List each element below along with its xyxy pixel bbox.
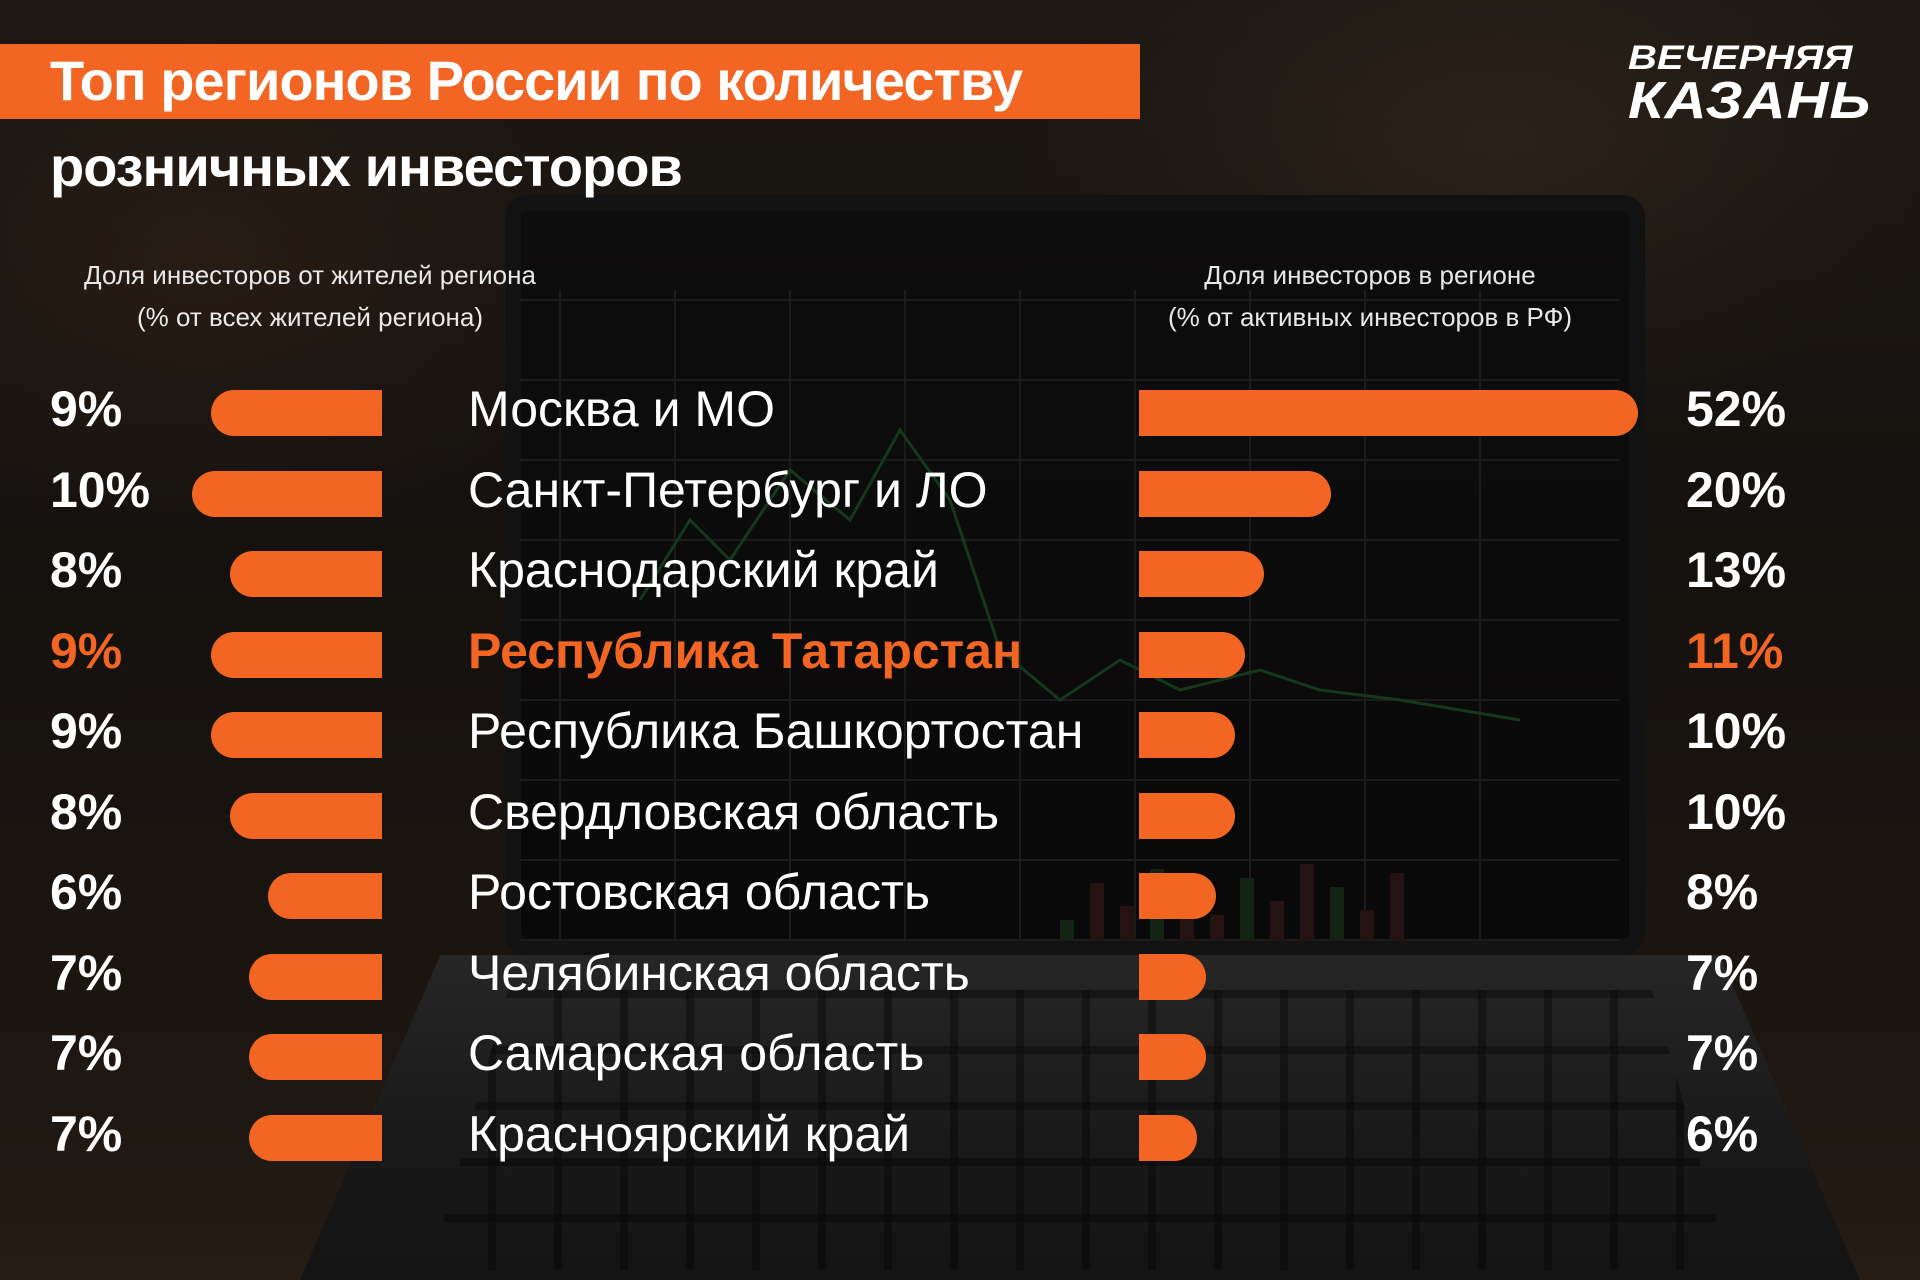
- right-bar: [1139, 551, 1264, 597]
- chart-row: 8% Свердловская область 10%: [0, 771, 1920, 851]
- left-value-label: 9%: [50, 703, 123, 759]
- region-label: Челябинская область: [468, 944, 970, 1001]
- page-title-line2: розничных инвесторов: [50, 135, 683, 198]
- left-bar: [211, 631, 382, 678]
- left-bar: [249, 1114, 382, 1161]
- left-value-label: 8%: [50, 542, 123, 598]
- chart-row: 7% Самарская область 7%: [0, 1012, 1920, 1092]
- left-value-label: 7%: [50, 1025, 123, 1081]
- logo-line1: ВЕЧЕРНЯЯ: [1628, 39, 1853, 77]
- right-header-line1: Доля инвесторов в регионе: [1204, 260, 1536, 290]
- right-value-label: 11%: [1686, 622, 1784, 679]
- region-label: Ростовская область: [468, 864, 930, 920]
- right-value-label: 7%: [1686, 1025, 1759, 1081]
- right-value-label: 8%: [1686, 864, 1759, 920]
- left-bar: [230, 551, 382, 597]
- logo-line2: КАЗАНЬ: [1628, 71, 1872, 130]
- left-value-label: 8%: [50, 783, 123, 840]
- right-value-label: 7%: [1686, 944, 1759, 1001]
- region-label: Самарская область: [468, 1025, 925, 1081]
- right-bar: [1139, 1114, 1197, 1161]
- left-bar: [230, 792, 382, 839]
- right-value-label: 6%: [1686, 1105, 1759, 1162]
- region-label: Санкт-Петербург и ЛО: [468, 461, 988, 518]
- left-value-label: 9%: [50, 622, 123, 679]
- chart-row: 6% Ростовская область 8%: [0, 851, 1920, 931]
- right-value-label: 20%: [1686, 461, 1787, 518]
- region-label: Свердловская область: [468, 783, 1000, 840]
- title-highlight-box: [0, 44, 1140, 119]
- region-label: Москва и МО: [468, 381, 775, 437]
- right-header-line2: (% от активных инвесторов в РФ): [1167, 302, 1573, 332]
- right-value-label: 10%: [1686, 703, 1787, 759]
- right-bar: [1139, 873, 1216, 919]
- right-bar: [1139, 1034, 1207, 1080]
- right-value-label: 13%: [1686, 542, 1787, 598]
- right-bar: [1139, 792, 1235, 839]
- left-value-label: 7%: [50, 944, 123, 1001]
- publisher-logo: ВЕЧЕРНЯЯ КАЗАНЬ: [1628, 38, 1872, 130]
- chart-row: 8% Краснодарский край 13%: [0, 529, 1920, 609]
- left-value-label: 6%: [50, 864, 123, 920]
- laptop-keyboard-background: [300, 955, 1860, 1280]
- region-label: Республика Татарстан: [468, 622, 1023, 679]
- left-bar: [211, 712, 382, 758]
- region-label: Красноярский край: [468, 1105, 911, 1162]
- chart-row: 9% Республика Башкортостан 10%: [0, 690, 1920, 770]
- chart-row: 10% Санкт-Петербург и ЛО 20%: [0, 449, 1920, 529]
- left-bar: [211, 390, 382, 436]
- right-column-header: Доля инвесторов в регионе (% от активных…: [1100, 254, 1640, 338]
- right-bar: [1139, 390, 1639, 436]
- left-column-header: Доля инвесторов от жителей региона (% от…: [40, 254, 580, 338]
- left-header-line2: (% от всех жителей региона): [136, 302, 484, 332]
- left-header-line1: Доля инвесторов от жителей региона: [84, 260, 536, 290]
- left-value-label: 10%: [50, 461, 151, 518]
- region-label: Краснодарский край: [468, 542, 939, 598]
- left-bar: [249, 1034, 382, 1080]
- right-bar: [1139, 470, 1331, 517]
- left-value-label: 9%: [50, 381, 123, 437]
- region-label: Республика Башкортостан: [468, 703, 1084, 759]
- chart-row: 7% Красноярский край 6%: [0, 1093, 1920, 1173]
- chart-row: 7% Челябинская область 7%: [0, 932, 1920, 1012]
- page-title-line1: Топ регионов России по количеству: [50, 49, 1023, 112]
- left-value-label: 7%: [50, 1105, 123, 1162]
- chart-row: 9% Москва и МО 52%: [0, 368, 1920, 448]
- chart-row: 9% Республика Татарстан 11%: [0, 610, 1920, 690]
- left-bar: [268, 873, 382, 919]
- right-value-label: 52%: [1686, 381, 1787, 437]
- right-value-label: 10%: [1686, 783, 1787, 840]
- laptop-screen-background: [505, 195, 1645, 955]
- right-bar: [1139, 712, 1235, 758]
- keyboard-keys-background: [430, 990, 1730, 1270]
- right-bar: [1139, 953, 1207, 1000]
- right-bar: [1139, 631, 1245, 678]
- left-bar: [192, 470, 382, 517]
- left-bar: [249, 953, 382, 1000]
